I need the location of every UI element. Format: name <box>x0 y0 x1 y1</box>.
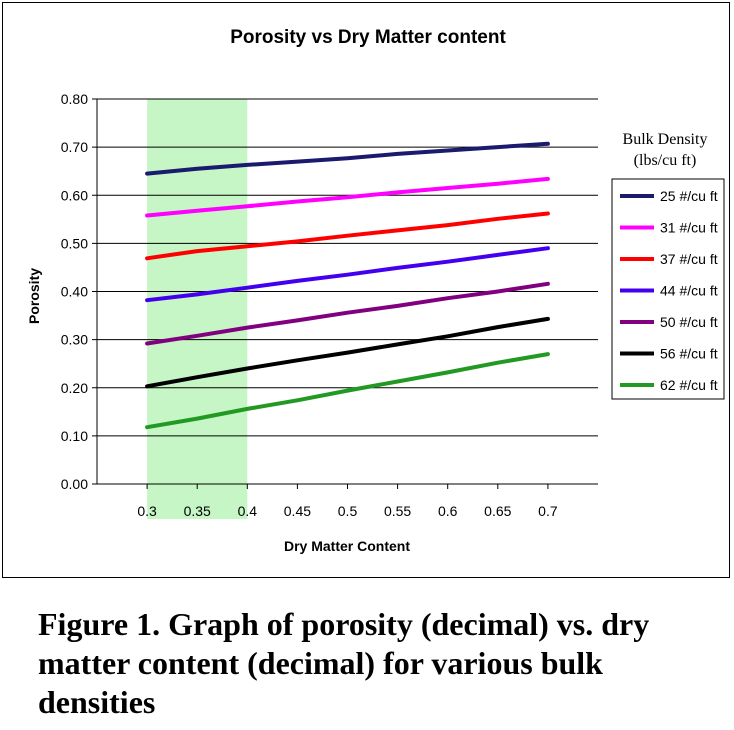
x-tick-label: 0.4 <box>238 503 258 519</box>
highlight-region <box>147 99 248 519</box>
y-tick-label: 0.80 <box>61 91 88 107</box>
series-line <box>145 246 550 303</box>
y-axis-label: Porosity <box>26 268 42 324</box>
x-axis-label: Dry Matter Content <box>284 538 410 554</box>
series-line <box>145 141 550 176</box>
series-line <box>145 281 550 346</box>
legend-entry: 62 #/cu ft <box>660 377 718 393</box>
legend-entry: 56 #/cu ft <box>660 346 718 362</box>
series-line <box>145 316 550 389</box>
y-tick-label: 0.70 <box>61 139 88 155</box>
series-line <box>145 352 550 430</box>
y-tick-labels: 0.00 0.10 0.20 0.30 0.40 0.50 0.60 0.70 0.80 <box>61 91 88 492</box>
y-tick-label: 0.50 <box>61 235 88 251</box>
series-lines <box>145 141 550 430</box>
x-tick-label: 0.55 <box>384 503 411 519</box>
legend-entry: 44 #/cu ft <box>660 283 718 299</box>
series-line <box>145 176 550 218</box>
x-tick-label: 0.45 <box>284 503 311 519</box>
x-tick-label: 0.6 <box>438 503 458 519</box>
y-tick-label: 0.40 <box>61 284 88 300</box>
figure-caption: Figure 1. Graph of porosity (decimal) vs… <box>38 606 650 720</box>
series-line <box>145 211 550 261</box>
legend-title-line2: (lbs/cu ft) <box>634 152 697 169</box>
x-tick-label: 0.5 <box>338 503 358 519</box>
y-tick-label: 0.10 <box>61 428 88 444</box>
legend-entry: 50 #/cu ft <box>660 314 718 330</box>
chart-frame: Porosity vs Dry Matter content 0.00 0.10 0… <box>2 2 730 578</box>
y-tick-label: 0.20 <box>61 380 88 396</box>
legend: Bulk Density (lbs/cu ft) 25 #/cu ft 31 #/… <box>611 131 725 400</box>
y-tick-label: 0.30 <box>61 332 88 348</box>
axes <box>96 99 598 489</box>
x-tick-labels: 0.3 0.35 0.4 0.45 0.5 0.55 0.6 0.65 0.7 <box>137 503 557 519</box>
legend-entry: 31 #/cu ft <box>660 220 718 236</box>
porosity-chart: Porosity vs Dry Matter content 0.000.100… <box>26 27 725 554</box>
y-tick-label: 0.60 <box>61 187 88 203</box>
legend-entry: 25 #/cu ft <box>660 188 718 204</box>
legend-entry: 37 #/cu ft <box>660 251 718 267</box>
y-tick-label: 0.00 <box>61 476 88 492</box>
x-tick-label: 0.65 <box>484 503 511 519</box>
chart-title: Porosity vs Dry Matter content <box>230 27 506 48</box>
x-tick-label: 0.35 <box>184 503 211 519</box>
legend-title-line1: Bulk Density <box>623 131 708 148</box>
x-tick-label: 0.3 <box>137 503 157 519</box>
x-tick-label: 0.7 <box>538 503 558 519</box>
